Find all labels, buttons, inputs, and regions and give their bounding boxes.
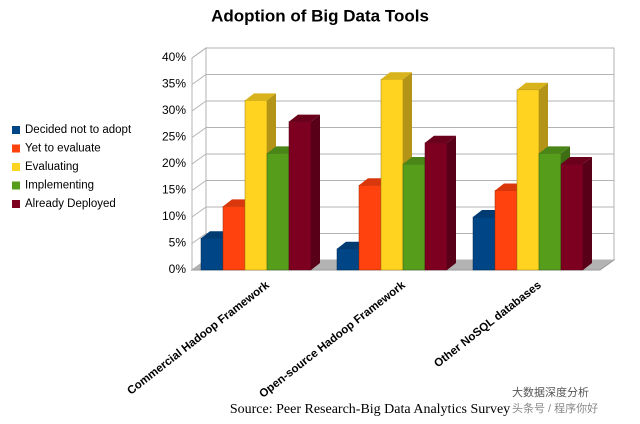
bar-top [245, 93, 276, 101]
bar-front [424, 142, 448, 271]
legend-label: Already Deployed [25, 198, 116, 210]
grid-line-side [191, 180, 207, 191]
watermark: 头条号 / 程序你好 [512, 401, 598, 415]
bar [424, 135, 456, 271]
bar-top [561, 157, 592, 164]
bar [288, 114, 320, 271]
bar-top [381, 72, 412, 80]
bar-front [380, 78, 404, 271]
bar-side [447, 135, 456, 270]
legend-swatch [12, 200, 20, 208]
chart-title: Adoption of Big Data Tools [211, 6, 429, 25]
grid-line-side [191, 233, 207, 244]
watermark: 大数据深度分析 [512, 385, 589, 399]
legend-label: Decided not to adopt [25, 124, 132, 136]
bar-front [402, 163, 426, 271]
grid-line-side [191, 100, 207, 112]
source-note: Source: Peer Research-Big Data Analytics… [230, 402, 510, 417]
bar-front [266, 153, 290, 271]
y-tick-label: 40% [162, 50, 186, 64]
x-tick-label: Other NoSQL databases [432, 279, 543, 370]
legend-swatch [12, 163, 20, 171]
legend-label: Evaluating [25, 161, 79, 173]
bar-front [538, 153, 562, 271]
bar-top [425, 135, 456, 143]
y-tick-label: 20% [162, 156, 186, 170]
bar-front [244, 100, 268, 271]
grid-line-side [191, 74, 207, 85]
y-tick-label: 25% [162, 130, 186, 144]
legend-swatch [12, 144, 20, 153]
x-tick-label: Commercial Hadoop Framework [125, 279, 272, 397]
y-tick-label: 10% [162, 209, 186, 223]
bar-front [222, 206, 246, 271]
y-tick-label: 35% [162, 77, 186, 91]
bar-front [516, 89, 540, 271]
bar-front [494, 190, 518, 271]
bar-top [517, 82, 548, 90]
bar-side [311, 114, 320, 270]
grid-line-side [191, 127, 207, 138]
y-tick-label: 30% [162, 103, 186, 117]
bar-front [560, 163, 584, 271]
bar-front [200, 237, 224, 271]
legend-swatch [12, 126, 20, 134]
bar-top [289, 114, 320, 122]
bar-top [539, 146, 570, 154]
x-tick-label: Open-source Hadoop Framework [257, 279, 408, 401]
legend-label: Implementing [25, 180, 94, 192]
legend-label: Yet to evaluate [25, 143, 101, 155]
y-tick-label: 15% [162, 183, 186, 197]
y-tick-label: 0% [169, 262, 187, 276]
bar-front [472, 216, 496, 271]
legend-swatch [12, 181, 20, 190]
grid-line-side [191, 206, 207, 218]
grid-line-side [191, 47, 207, 59]
bar [560, 157, 592, 271]
y-tick-label: 5% [169, 236, 187, 250]
bar-front [336, 248, 360, 271]
bar-side [583, 157, 592, 270]
grid-line-side [191, 153, 207, 165]
bar-front [358, 184, 382, 271]
bar-front [288, 121, 312, 271]
